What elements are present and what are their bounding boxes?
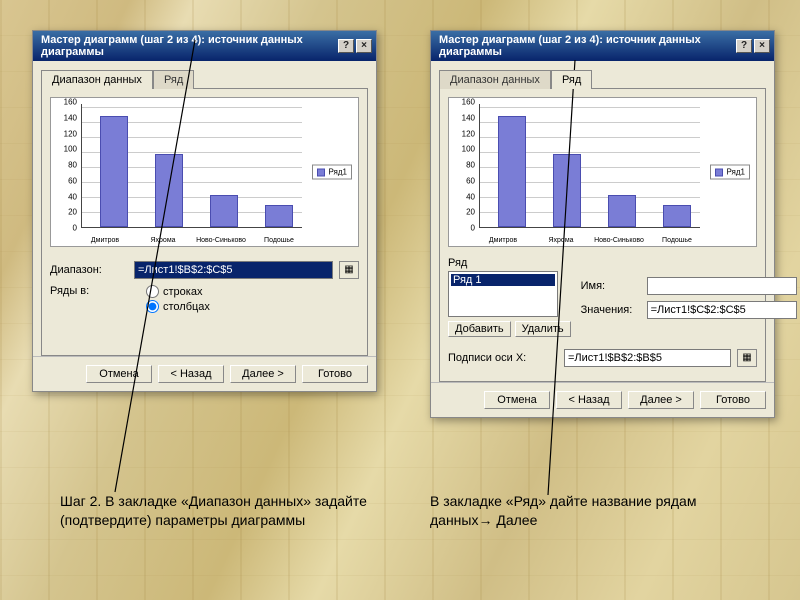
help-button[interactable]: ?	[736, 39, 752, 53]
y-tick: 40	[68, 192, 77, 201]
y-tick: 100	[462, 145, 475, 154]
radio-rows[interactable]: строках	[146, 285, 224, 298]
close-button[interactable]: ×	[754, 39, 770, 53]
y-tick: 0	[471, 224, 475, 233]
x-category: Яхрома	[150, 237, 175, 244]
range-ref-button[interactable]: ▦	[339, 261, 359, 279]
y-tick: 80	[466, 161, 475, 170]
series-group-label: Ряд	[448, 257, 757, 269]
y-tick: 60	[68, 176, 77, 185]
legend-swatch	[317, 168, 325, 176]
bar	[210, 195, 238, 227]
plot-area	[479, 104, 700, 228]
radio-cols[interactable]: столбцах	[146, 300, 224, 313]
tab-series[interactable]: Ряд	[551, 70, 592, 89]
series-name-input[interactable]	[647, 277, 797, 295]
y-tick: 160	[64, 98, 77, 107]
next-button[interactable]: Далее >	[628, 391, 694, 409]
chart-preview: 0 20 40 60 80 100 120 140 160 Дмитров	[50, 97, 359, 247]
series-values-input[interactable]	[647, 301, 797, 319]
y-tick: 0	[73, 224, 77, 233]
xlabels-ref-button[interactable]: ▦	[737, 349, 757, 367]
series-values-label: Значения:	[581, 304, 641, 316]
cancel-button[interactable]: Отмена	[484, 391, 550, 409]
tab-data-range[interactable]: Диапазон данных	[41, 70, 153, 89]
chart-legend: Ряд1	[710, 165, 750, 180]
y-tick: 140	[64, 113, 77, 122]
x-category: Яхрома	[548, 237, 573, 244]
y-tick: 100	[64, 145, 77, 154]
y-tick: 20	[68, 208, 77, 217]
y-axis: 0 20 40 60 80 100 120 140 160	[53, 102, 79, 228]
chart-preview: 0 20 40 60 80 100 120 140 160 Дмитров	[448, 97, 757, 247]
bar	[265, 205, 293, 227]
rows-in-label: Ряды в:	[50, 285, 128, 297]
chart-wizard-dialog-1: Мастер диаграмм (шаг 2 из 4): источник д…	[32, 30, 377, 392]
x-labels-label: Подписи оси X:	[448, 352, 558, 364]
close-button[interactable]: ×	[356, 39, 372, 53]
bar	[608, 195, 636, 227]
cancel-button[interactable]: Отмена	[86, 365, 152, 383]
x-category: Ново-Синьково	[594, 237, 644, 244]
titlebar: Мастер диаграмм (шаг 2 из 4): источник д…	[33, 31, 376, 61]
tab-panel-series: 0 20 40 60 80 100 120 140 160 Дмитров	[439, 88, 766, 382]
legend-label: Ряд1	[726, 168, 745, 177]
next-button[interactable]: Далее >	[230, 365, 296, 383]
y-tick: 40	[466, 192, 475, 201]
titlebar: Мастер диаграмм (шаг 2 из 4): источник д…	[431, 31, 774, 61]
y-tick: 20	[466, 208, 475, 217]
tab-panel-data-range: 0 20 40 60 80 100 120 140 160 Дмитров	[41, 88, 368, 356]
series-item[interactable]: Ряд 1	[451, 274, 555, 286]
x-category: Подошье	[264, 237, 294, 244]
bar	[100, 116, 128, 227]
x-category: Подошье	[662, 237, 692, 244]
rows-in-group: строках столбцах	[146, 285, 224, 313]
y-tick: 120	[64, 129, 77, 138]
range-input[interactable]	[134, 261, 333, 279]
tab-strip: Диапазон данных Ряд	[439, 69, 766, 88]
button-row: Отмена < Назад Далее > Готово	[33, 356, 376, 391]
chart-wizard-dialog-2: Мастер диаграмм (шаг 2 из 4): источник д…	[430, 30, 775, 418]
finish-button[interactable]: Готово	[700, 391, 766, 409]
back-button[interactable]: < Назад	[556, 391, 622, 409]
tab-series[interactable]: Ряд	[153, 70, 194, 89]
y-tick: 80	[68, 161, 77, 170]
x-category: Дмитров	[489, 237, 517, 244]
legend-label: Ряд1	[328, 168, 347, 177]
y-tick: 60	[466, 176, 475, 185]
plot-area	[81, 104, 302, 228]
y-tick: 120	[462, 129, 475, 138]
x-category: Ново-Синьково	[196, 237, 246, 244]
tab-strip: Диапазон данных Ряд	[41, 69, 368, 88]
finish-button[interactable]: Готово	[302, 365, 368, 383]
bar	[553, 154, 581, 227]
series-listbox[interactable]: Ряд 1	[448, 271, 558, 317]
x-labels-input[interactable]	[564, 349, 731, 367]
window-title: Мастер диаграмм (шаг 2 из 4): источник д…	[41, 34, 336, 58]
x-category: Дмитров	[91, 237, 119, 244]
y-tick: 140	[462, 113, 475, 122]
y-tick: 160	[462, 98, 475, 107]
delete-series-button[interactable]: Удалить	[515, 321, 571, 337]
bar	[155, 154, 183, 227]
bar	[663, 205, 691, 227]
caption-left: Шаг 2. В закладке «Диапазон данных» зада…	[60, 492, 390, 530]
series-name-label: Имя:	[581, 280, 641, 292]
bar	[498, 116, 526, 227]
range-label: Диапазон:	[50, 264, 128, 276]
chart-legend: Ряд1	[312, 165, 352, 180]
help-button[interactable]: ?	[338, 39, 354, 53]
add-series-button[interactable]: Добавить	[448, 321, 511, 337]
button-row: Отмена < Назад Далее > Готово	[431, 382, 774, 417]
legend-swatch	[715, 168, 723, 176]
caption-right: В закладке «Ряд» дайте название рядам да…	[430, 492, 760, 530]
tab-data-range[interactable]: Диапазон данных	[439, 70, 551, 89]
back-button[interactable]: < Назад	[158, 365, 224, 383]
window-title: Мастер диаграмм (шаг 2 из 4): источник д…	[439, 34, 734, 58]
y-axis: 0 20 40 60 80 100 120 140 160	[451, 102, 477, 228]
